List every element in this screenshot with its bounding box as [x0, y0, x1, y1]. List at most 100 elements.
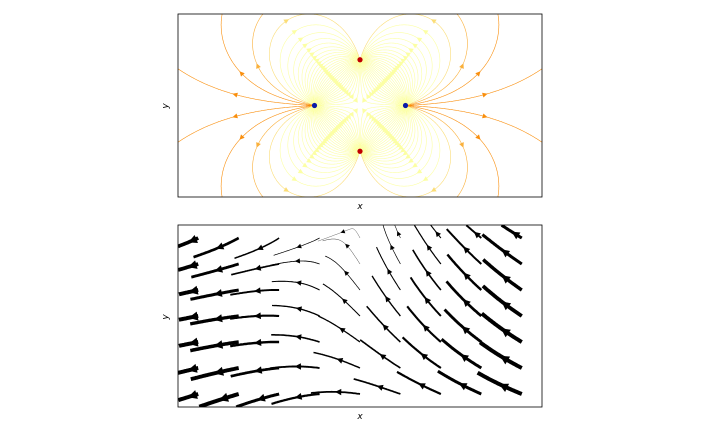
top-stream-arrow — [382, 78, 388, 84]
top-streamline — [360, 32, 433, 105]
top-streamline — [360, 106, 441, 187]
top-streamline — [407, 14, 500, 106]
top-streamline — [407, 105, 468, 197]
top-stream-arrow — [362, 108, 367, 114]
top-stream-arrow — [398, 61, 404, 67]
bottom-stream-arrow — [498, 383, 510, 392]
bottom-stream-arrow — [187, 260, 198, 269]
top-stream-arrow — [239, 134, 245, 140]
top-stream-arrow — [386, 74, 393, 80]
bottom-stream-arrow — [387, 268, 393, 275]
top-x-axis-label: x — [356, 202, 363, 212]
top-streamline — [360, 106, 433, 179]
top-y-axis-label: y — [161, 103, 171, 110]
top-stream-arrow — [388, 72, 394, 78]
top-stream-arrow — [329, 129, 335, 136]
top-stream-arrow — [330, 128, 336, 134]
bottom-streamline — [271, 280, 320, 291]
top-stream-arrow — [431, 19, 437, 24]
bottom-stream-arrow — [295, 334, 302, 341]
top-stream-arrow — [346, 114, 351, 120]
top-stream-arrow — [412, 162, 418, 168]
top-streamline — [279, 24, 360, 105]
bottom-stream-arrow — [473, 231, 481, 239]
top-streamline — [178, 68, 313, 106]
bottom-streamline — [371, 275, 401, 317]
bottom-streamline — [313, 351, 361, 369]
top-stream-arrow — [311, 150, 318, 156]
top-stream-arrow — [422, 176, 429, 181]
top-stream-arrow — [385, 75, 391, 82]
top-streamline — [360, 14, 451, 105]
top-stream-arrow — [389, 71, 395, 77]
bottom-stream-arrow — [296, 243, 302, 249]
bottom-stream-arrow — [218, 392, 229, 402]
top-stream-arrow — [306, 158, 312, 163]
top-stream-arrow — [336, 82, 342, 89]
bottom-streamplot: x y — [161, 224, 543, 422]
top-streamline — [287, 32, 360, 105]
bottom-stream-arrow — [382, 324, 389, 331]
bottom-stream-arrow — [344, 270, 350, 276]
top-stream-arrow — [402, 55, 409, 61]
top-stream-arrow — [391, 69, 397, 75]
top-stream-arrow — [459, 142, 464, 148]
top-stream-arrow — [339, 86, 345, 92]
top-stream-arrow — [283, 187, 289, 192]
top-stream-arrow — [482, 92, 488, 98]
bottom-streamline — [318, 315, 361, 343]
bottom-stream-arrow — [342, 298, 348, 305]
bottom-x-axis-label: x — [356, 412, 363, 422]
bottom-streamline — [481, 233, 523, 266]
top-stream-arrow — [366, 111, 371, 118]
top-stream-arrow — [408, 48, 414, 53]
bottom-stream-arrow — [294, 258, 301, 264]
bottom-stream-arrow — [295, 280, 302, 286]
bottom-stream-arrow — [256, 244, 264, 250]
bottom-stream-arrow — [420, 353, 429, 361]
bottom-stream-arrow — [501, 249, 511, 258]
bottom-stream-arrow — [376, 384, 384, 391]
bottom-stream-arrow — [462, 299, 471, 307]
top-stream-arrow — [459, 63, 464, 69]
top-stream-arrow — [349, 93, 354, 100]
bottom-stream-arrow — [458, 383, 468, 391]
bottom-streamline — [193, 236, 240, 259]
bottom-streamline — [273, 237, 320, 256]
bottom-stream-arrow — [463, 246, 471, 254]
top-streamline — [407, 105, 500, 197]
bottom-stream-arrow — [295, 306, 302, 312]
bottom-stream-arrow — [418, 383, 426, 390]
bottom-y-axis-label: y — [161, 314, 171, 321]
top-stream-arrow — [341, 87, 347, 94]
top-stream-arrow — [338, 84, 344, 90]
bottom-stream-arrow — [188, 337, 199, 347]
bottom-stream-arrow — [461, 326, 471, 335]
top-streamline — [361, 106, 423, 169]
top-streamlines — [178, 14, 542, 197]
top-stream-arrow — [416, 168, 423, 174]
top-stream-arrow — [416, 37, 423, 43]
bottom-stream-arrow — [390, 244, 395, 251]
top-stream-arrow — [412, 43, 418, 49]
bottom-stream-arrow — [424, 297, 432, 305]
top-streamplot: x y — [161, 13, 543, 212]
bottom-stream-arrow — [254, 264, 262, 271]
top-stream-arrow — [256, 142, 261, 148]
bottom-streamline — [465, 225, 482, 239]
bottom-stream-arrow — [214, 289, 223, 297]
top-stream-arrow — [309, 52, 315, 58]
bottom-streamline — [412, 249, 442, 291]
top-stream-arrow — [291, 176, 298, 181]
top-stream-arrow — [320, 140, 326, 146]
top-stream-arrow — [302, 43, 308, 49]
top-streamline — [361, 46, 419, 105]
top-streamline — [287, 106, 360, 179]
bottom-streamline — [500, 225, 523, 240]
bottom-stream-arrow — [254, 287, 261, 294]
top-stream-arrow — [366, 93, 371, 100]
top-stream-arrow — [314, 58, 320, 64]
top-stream-arrow — [475, 71, 481, 77]
bottom-stream-arrow — [501, 275, 511, 284]
